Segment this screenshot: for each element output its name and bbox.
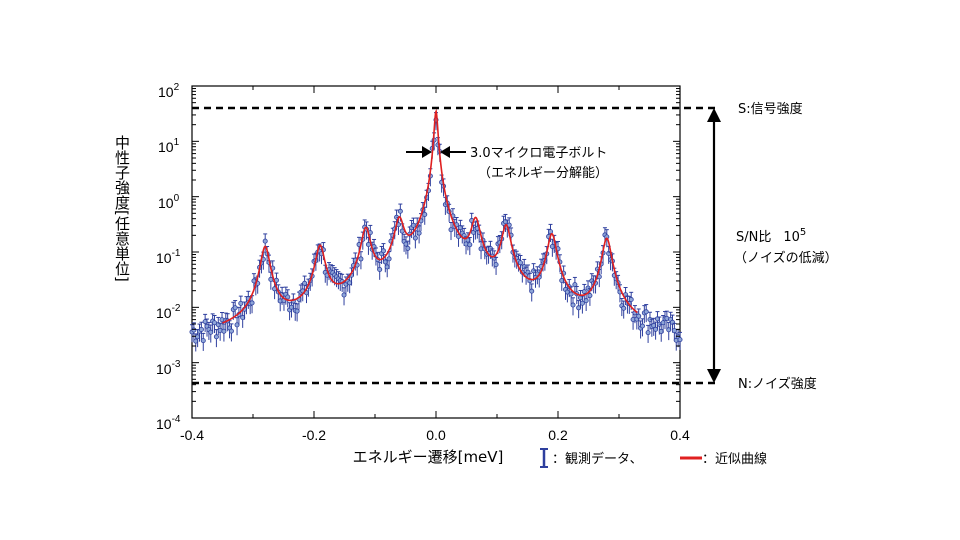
resolution-arrow-right-icon: [422, 146, 432, 158]
data-point: [422, 211, 428, 217]
signal-label: S:信号強度: [738, 101, 803, 117]
fit-curve: [222, 108, 638, 324]
data-point: [249, 300, 255, 306]
legend-data-label: ：観測データ、: [552, 451, 643, 467]
y-tick-label: 102: [158, 82, 180, 100]
data-point: [587, 293, 593, 299]
y-tick-label: 10-1: [156, 248, 181, 266]
data-point: [377, 266, 383, 272]
data-point: [397, 208, 403, 214]
data-point: [493, 262, 499, 268]
resolution-sublabel: （エネルギー分解能）: [478, 166, 608, 181]
x-tick-label: -0.2: [302, 427, 326, 443]
data-point: [636, 313, 642, 319]
resolution-arrow-left-icon: [440, 146, 450, 158]
data-point: [285, 294, 291, 300]
data-point: [677, 337, 683, 343]
data-point: [208, 329, 214, 335]
data-point: [221, 328, 227, 334]
data-point: [213, 334, 219, 340]
y-axis-label: 中性子強度[任意単位]: [113, 135, 131, 282]
data-point: [302, 280, 308, 286]
data-point: [579, 300, 585, 306]
y-tick-label: 10-2: [156, 303, 181, 321]
data-point: [547, 229, 553, 235]
sn-label: S/N比 105: [736, 227, 806, 245]
data-point: [341, 292, 347, 298]
sn-arrow-down-icon: [707, 369, 721, 383]
fit-curve-series: [222, 108, 638, 324]
x-tick-label: -0.4: [180, 427, 204, 443]
data-point: [262, 238, 268, 244]
data-point: [448, 227, 454, 233]
noise-label: N:ノイズ強度: [738, 376, 817, 392]
data-point: [358, 256, 364, 262]
data-point: [645, 330, 651, 336]
x-tick-label: 0.4: [670, 427, 690, 443]
sn-sublabel: （ノイズの低減）: [734, 250, 838, 266]
resolution-label: 3.0マイクロ電子ボルト: [470, 146, 607, 161]
data-point: [653, 326, 659, 332]
data-point: [412, 235, 418, 241]
data-point: [212, 320, 218, 326]
legend: ：観測データ、 ：近似曲線: [540, 448, 767, 468]
data-point: [380, 248, 386, 254]
x-axis-label: エネルギー遷移[meV]: [353, 448, 504, 466]
data-point: [405, 245, 411, 251]
data-point: [517, 260, 523, 266]
sn-arrow-up-icon: [707, 108, 721, 122]
data-point: [583, 298, 589, 304]
legend-fit-label: ：近似曲線: [702, 451, 767, 467]
y-tick-label: 101: [158, 137, 180, 155]
data-point: [416, 230, 422, 236]
data-point: [621, 305, 627, 311]
data-point: [200, 338, 206, 344]
observed-data-series: [189, 112, 683, 352]
data-point: [628, 297, 634, 303]
data-point: [386, 256, 392, 262]
data-point: [671, 328, 677, 334]
data-point: [294, 308, 300, 314]
y-tick-label: 10-4: [156, 414, 181, 432]
data-point: [232, 305, 238, 311]
data-point: [643, 309, 649, 315]
data-point: [529, 288, 535, 294]
data-point: [467, 242, 473, 248]
data-point: [191, 327, 197, 333]
data-point: [639, 323, 645, 329]
x-tick-label: 0.0: [426, 427, 446, 443]
y-tick-label: 100: [158, 193, 180, 211]
y-tick-label: 10-3: [156, 359, 181, 377]
x-tick-label: 0.2: [548, 427, 568, 443]
data-point: [568, 291, 574, 297]
axis-ticks: [191, 85, 681, 419]
data-point: [198, 326, 204, 332]
data-point: [570, 302, 576, 308]
data-point: [228, 328, 234, 334]
data-point: [238, 300, 244, 306]
